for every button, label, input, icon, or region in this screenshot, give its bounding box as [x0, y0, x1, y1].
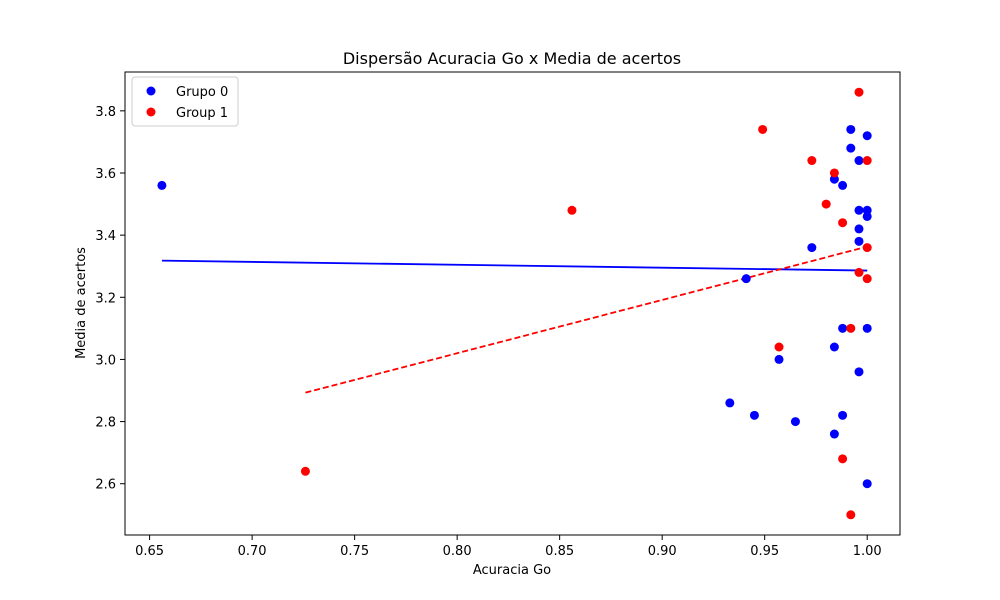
- data-point-series-0-14: [846, 143, 856, 153]
- y-tick-label: 3.6: [95, 167, 116, 182]
- y-tick-label: 3.2: [95, 291, 116, 306]
- data-point-series-0-0: [157, 180, 167, 190]
- data-point-series-0-2: [741, 274, 751, 284]
- data-point-series-0-24: [862, 479, 872, 489]
- legend-box: [131, 76, 239, 127]
- y-tick-label: 3.0: [95, 353, 116, 368]
- data-point-series-0-12: [838, 410, 848, 420]
- data-point-series-0-9: [829, 429, 839, 439]
- data-point-series-0-6: [807, 243, 817, 253]
- data-point-series-0-22: [862, 211, 872, 221]
- data-point-series-0-8: [829, 342, 839, 352]
- plot-area: [157, 87, 872, 520]
- data-point-series-0-19: [854, 367, 864, 377]
- data-point-series-1-5: [821, 199, 831, 209]
- trend-line-series-0: [161, 259, 868, 272]
- data-point-series-1-14: [862, 243, 872, 253]
- data-point-series-0-4: [774, 354, 784, 364]
- data-point-series-1-8: [838, 454, 848, 464]
- legend-label-series-0: Grupo 0: [176, 85, 228, 100]
- x-tick-label: 0.85: [545, 544, 574, 559]
- data-point-series-0-21: [862, 205, 872, 215]
- x-tick-label: 0.75: [340, 544, 369, 559]
- y-tick-label: 3.8: [95, 105, 116, 120]
- data-point-series-0-23: [862, 323, 872, 333]
- x-tick-label: 0.65: [135, 544, 164, 559]
- x-tick-label: 0.90: [648, 544, 677, 559]
- data-point-series-1-6: [829, 168, 839, 178]
- data-point-series-0-5: [790, 417, 800, 427]
- legend: Grupo 0 Group 1: [131, 76, 239, 127]
- legend-label-series-1: Group 1: [176, 106, 228, 121]
- data-point-series-1-7: [838, 218, 848, 228]
- data-point-series-0-17: [854, 224, 864, 234]
- x-tick-label: 0.70: [238, 544, 267, 559]
- data-point-series-0-11: [838, 323, 848, 333]
- data-point-series-1-10: [846, 510, 856, 520]
- data-point-series-1-3: [774, 342, 784, 352]
- data-point-series-0-7: [829, 174, 839, 184]
- data-point-series-0-16: [854, 205, 864, 215]
- y-tick-label: 3.4: [95, 229, 116, 244]
- data-point-series-0-1: [725, 398, 735, 408]
- x-tick-label: 0.95: [750, 544, 779, 559]
- data-point-series-1-1: [567, 205, 577, 215]
- legend-marker-series-1: [146, 107, 156, 117]
- data-point-series-1-12: [854, 267, 864, 277]
- data-point-series-0-18: [854, 236, 864, 246]
- data-point-series-1-13: [862, 156, 872, 166]
- data-point-series-0-15: [854, 156, 864, 166]
- x-axis-label: Acuracia Go: [473, 563, 551, 578]
- trend-line-series-1: [305, 245, 868, 394]
- data-point-series-1-11: [854, 87, 864, 97]
- y-tick-label: 2.6: [95, 478, 116, 493]
- legend-marker-series-0: [146, 86, 156, 96]
- plot-frame: [124, 71, 901, 536]
- data-point-series-1-9: [846, 323, 856, 333]
- data-point-series-1-15: [862, 274, 872, 284]
- data-point-series-1-2: [758, 124, 768, 134]
- axis-ticks: 0.65 0.70 0.75 0.80 0.85 0.90 0.95 1.00 2.6 2.8 3.…: [95, 105, 881, 559]
- x-tick-label: 1.00: [853, 544, 882, 559]
- data-point-series-0-10: [838, 180, 848, 190]
- data-point-series-0-20: [862, 131, 872, 141]
- chart-title: Dispersão Acuracia Go x Media de acertos: [343, 49, 681, 68]
- data-point-series-0-13: [846, 124, 856, 134]
- data-point-series-1-0: [300, 466, 310, 476]
- data-point-series-1-4: [807, 156, 817, 166]
- x-tick-label: 0.80: [443, 544, 472, 559]
- y-tick-label: 2.8: [95, 416, 116, 431]
- y-axis-label: Media de acertos: [74, 247, 89, 359]
- data-point-series-0-3: [749, 410, 759, 420]
